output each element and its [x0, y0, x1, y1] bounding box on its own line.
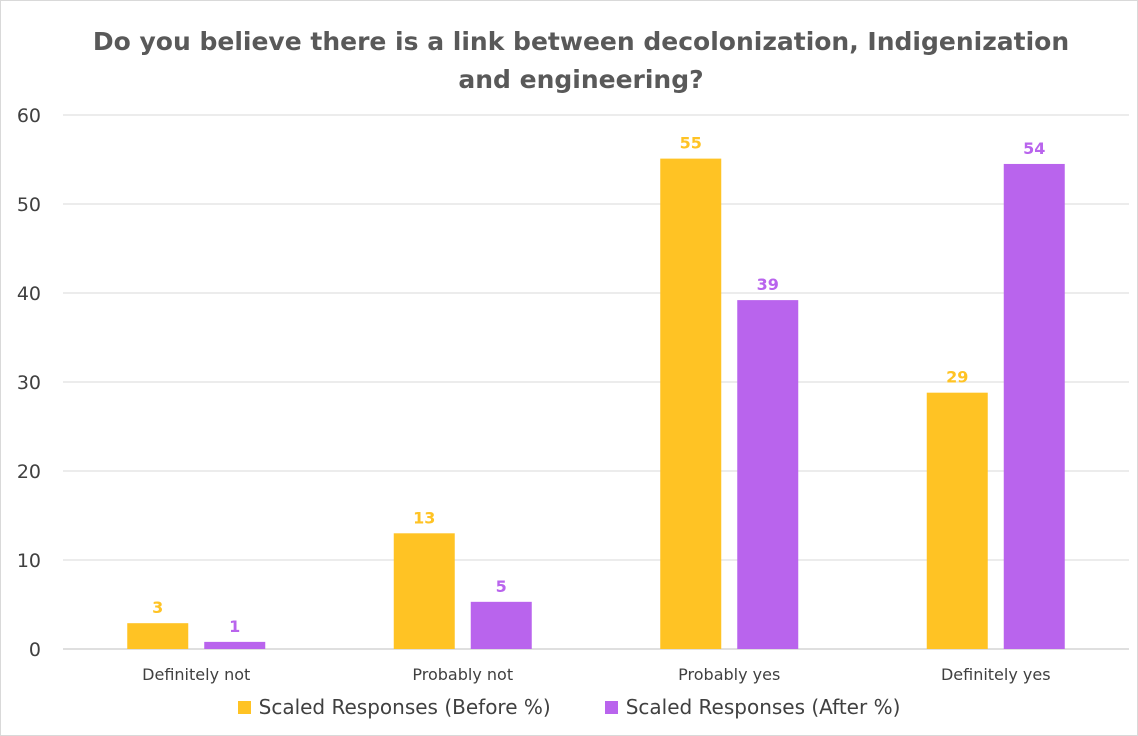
bar — [737, 300, 799, 649]
legend-swatch-after — [604, 700, 618, 714]
data-label: 3 — [152, 598, 163, 617]
bar — [660, 158, 722, 650]
legend-item-after: Scaled Responses (After %) — [604, 695, 901, 719]
x-tick-label: Definitely not — [142, 665, 250, 684]
x-tick-label: Definitely yes — [941, 665, 1051, 684]
bar — [204, 641, 266, 649]
bar — [1003, 163, 1065, 649]
y-tick-label: 0 — [29, 639, 41, 661]
x-axis-ticks: Definitely not Probably not Probably yes De… — [142, 665, 1050, 684]
bar — [393, 533, 455, 649]
y-tick-label: 60 — [17, 105, 41, 127]
y-tick-label: 30 — [17, 372, 41, 394]
data-label: 5 — [496, 577, 507, 596]
y-tick-label: 10 — [17, 550, 41, 572]
data-label: 13 — [413, 508, 435, 527]
legend-swatch-before — [237, 700, 251, 714]
bar — [470, 601, 532, 649]
x-tick-label: Probably not — [412, 665, 513, 684]
data-label: 1 — [229, 617, 240, 636]
data-label: 39 — [757, 275, 779, 294]
legend-label-before: Scaled Responses (Before %) — [258, 695, 551, 719]
bar — [127, 623, 189, 649]
data-label: 54 — [1023, 139, 1045, 158]
legend: Scaled Responses (Before %) Scaled Respo… — [1, 695, 1137, 719]
chart-title: Do you believe there is a link between d… — [92, 27, 1070, 94]
y-tick-label: 20 — [17, 461, 41, 483]
data-label: 55 — [680, 134, 702, 153]
data-label: 29 — [946, 368, 968, 387]
x-tick-label: Probably yes — [678, 665, 780, 684]
y-tick-label: 50 — [17, 194, 41, 216]
legend-label-after: Scaled Responses (After %) — [625, 695, 901, 719]
bars — [127, 158, 1065, 650]
legend-item-before: Scaled Responses (Before %) — [237, 695, 551, 719]
bar — [926, 392, 988, 649]
y-tick-label: 40 — [17, 283, 41, 305]
y-axis-ticks: 0 10 20 30 40 50 60 — [17, 105, 41, 661]
